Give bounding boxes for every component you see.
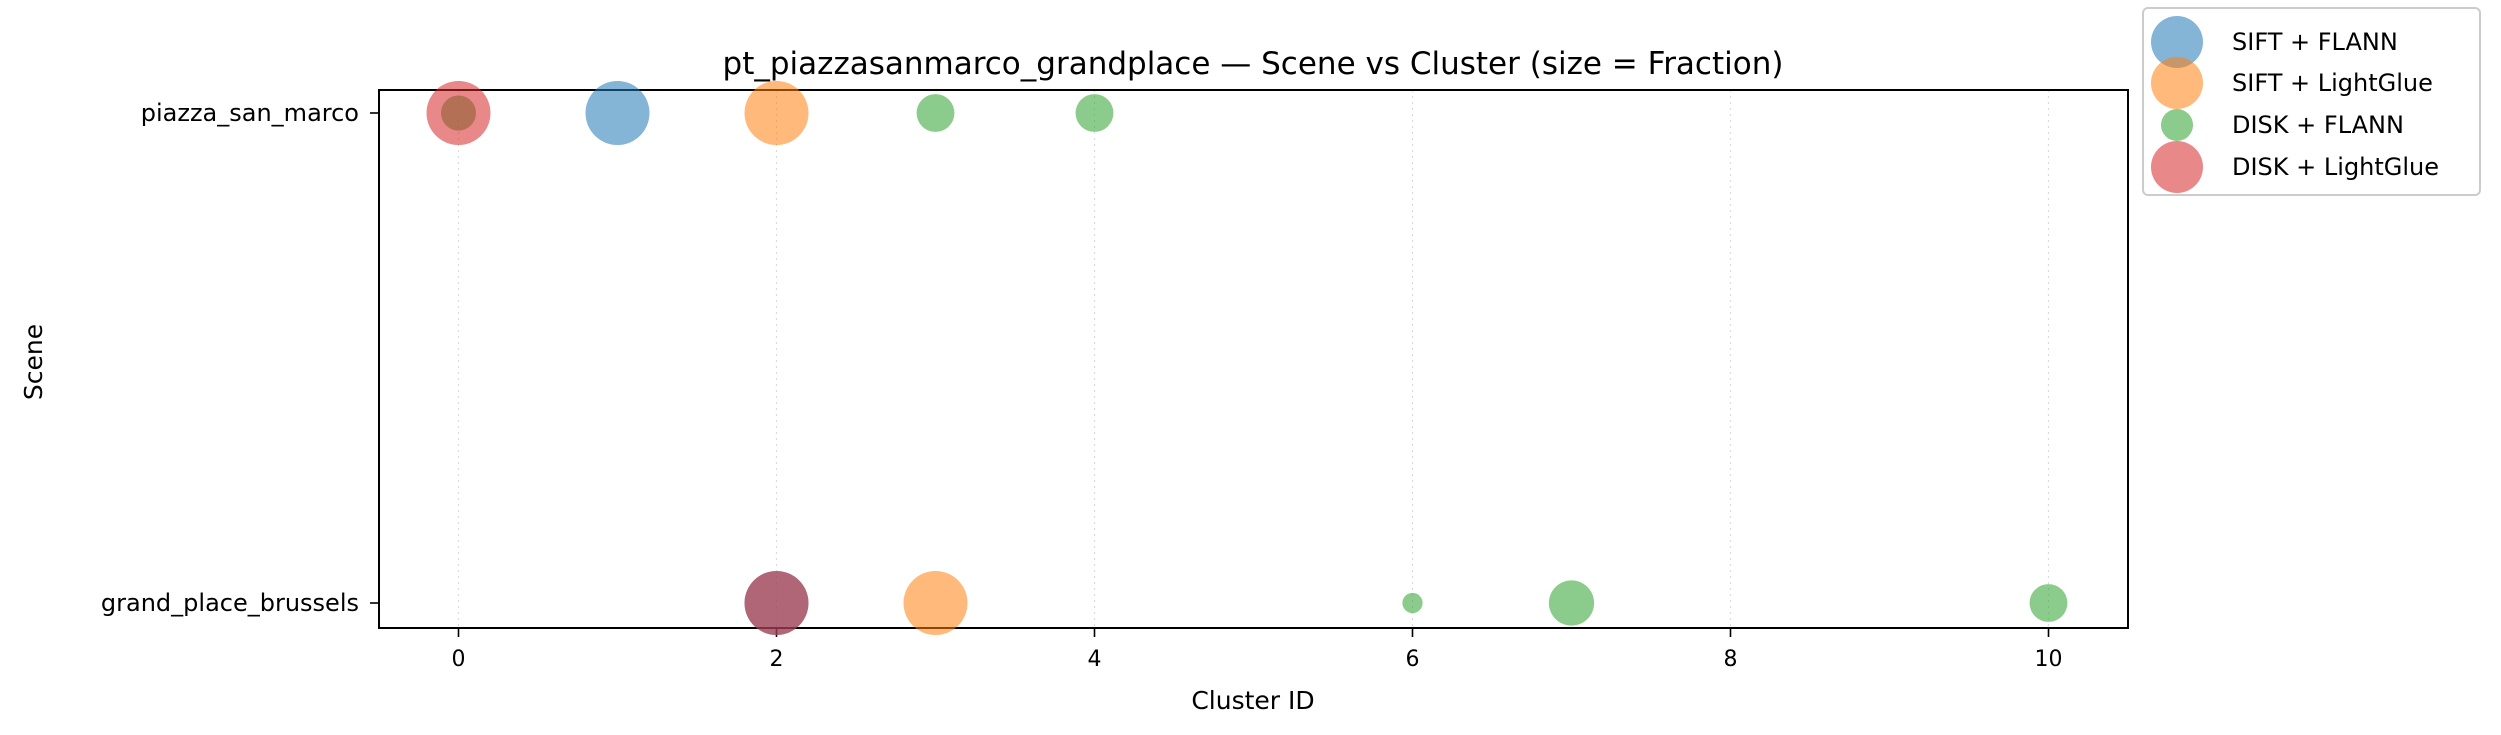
y-tick-label: grand_place_brussels [101,589,359,617]
data-point-series-1 [744,81,809,145]
data-point-series-0 [585,81,650,145]
data-points [426,81,2068,635]
x-tick-label: 4 [1088,647,1102,672]
x-tick-label: 10 [2035,647,2063,672]
x-tick-label: 0 [452,647,466,672]
legend-marker [2151,57,2203,109]
legend-marker [2151,16,2203,68]
x-gridlines [457,90,2050,628]
legend-frame [2142,7,2481,196]
legend-entry-label: DISK + FLANN [2232,111,2404,139]
legend-marker [2151,141,2203,193]
data-point-series-3 [426,81,491,145]
x-tick-label: 2 [770,647,784,672]
data-point-series-1 [903,571,968,635]
x-tick-label: 8 [1724,647,1738,672]
legend-entry-label: SIFT + LightGlue [2232,69,2433,97]
legend-entry-label: SIFT + FLANN [2232,28,2398,56]
data-point-series-3 [744,571,809,635]
data-point-series-2 [2029,584,2068,622]
plot-area-frame [378,89,2129,629]
x-axis-label: Cluster ID [1191,686,1314,715]
legend: SIFT + FLANN SIFT + LightGlue DISK + FLANN… [2142,7,2481,196]
x-axis-ticks: 0 2 4 6 8 10 [452,628,2063,672]
y-tick-label: piazza_san_marco [141,99,359,127]
legend-entry-label: DISK + LightGlue [2232,153,2439,181]
chart-title: pt_piazzasanmarco_grandplace — Scene vs … [723,46,1784,82]
y-axis-ticks: grand_place_brussels piazza_san_marco [101,99,379,617]
data-point-series-2 [1548,580,1595,626]
y-axis-label: Scene [19,324,48,400]
data-point-series-2 [1402,592,1423,614]
data-point-series-2 [1075,94,1114,132]
x-tick-label: 6 [1406,647,1420,672]
legend-marker [2161,109,2193,141]
data-point-series-2 [916,94,955,132]
